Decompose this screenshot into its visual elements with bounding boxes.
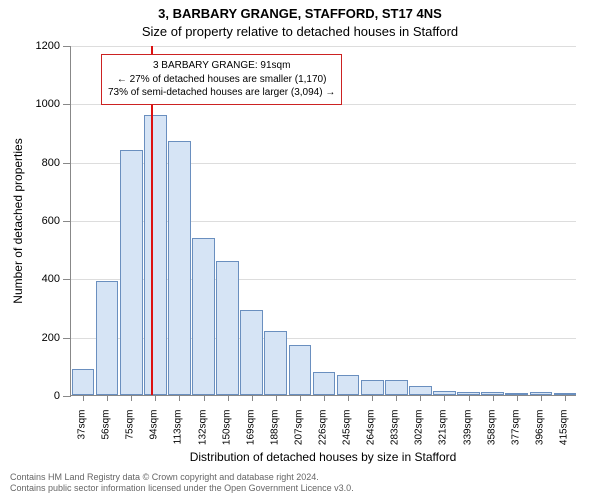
- y-tick: [63, 396, 71, 397]
- x-tick: [517, 395, 518, 401]
- footer-line-1: Contains HM Land Registry data © Crown c…: [10, 472, 590, 483]
- x-tick: [420, 395, 421, 401]
- y-tick: [63, 221, 71, 222]
- y-tick-label: 400: [10, 273, 60, 285]
- x-tick: [83, 395, 84, 401]
- histogram-bar: [337, 375, 360, 395]
- x-tick: [131, 395, 132, 401]
- y-tick: [63, 163, 71, 164]
- annotation-line: 73% of semi-detached houses are larger (…: [108, 86, 335, 100]
- x-tick: [469, 395, 470, 401]
- histogram-bar: [289, 345, 312, 395]
- footer-line-2: Contains public sector information licen…: [10, 483, 590, 494]
- histogram-bar: [240, 310, 263, 395]
- x-axis-label: Distribution of detached houses by size …: [70, 450, 576, 464]
- histogram-bar: [361, 380, 384, 395]
- x-tick: [107, 395, 108, 401]
- y-tick-label: 0: [10, 390, 60, 402]
- x-tick: [204, 395, 205, 401]
- x-tick: [493, 395, 494, 401]
- histogram-bar: [216, 261, 239, 395]
- histogram-bar: [264, 331, 287, 395]
- x-tick: [228, 395, 229, 401]
- chart-plot-area: 3 BARBARY GRANGE: 91sqm← 27% of detached…: [70, 46, 576, 396]
- y-tick: [63, 338, 71, 339]
- x-tick: [348, 395, 349, 401]
- histogram-bar: [96, 281, 119, 395]
- y-tick: [63, 279, 71, 280]
- x-tick: [252, 395, 253, 401]
- histogram-bar: [313, 372, 336, 395]
- histogram-bar: [192, 238, 215, 396]
- histogram-bar: [120, 150, 143, 395]
- y-tick: [63, 46, 71, 47]
- x-tick: [565, 395, 566, 401]
- histogram-bar: [168, 141, 191, 395]
- x-tick: [300, 395, 301, 401]
- histogram-bar: [72, 369, 95, 395]
- x-tick: [324, 395, 325, 401]
- histogram-bar: [409, 386, 432, 395]
- y-tick-label: 600: [10, 215, 60, 227]
- annotation-line: ← 27% of detached houses are smaller (1,…: [108, 73, 335, 87]
- x-tick: [179, 395, 180, 401]
- x-tick: [396, 395, 397, 401]
- page-title-line2: Size of property relative to detached ho…: [0, 24, 600, 39]
- x-tick: [372, 395, 373, 401]
- x-tick: [541, 395, 542, 401]
- histogram-bar: [385, 380, 408, 395]
- footer-attribution: Contains HM Land Registry data © Crown c…: [10, 472, 590, 494]
- y-tick-label: 1200: [10, 40, 60, 52]
- y-tick-label: 200: [10, 332, 60, 344]
- annotation-line: 3 BARBARY GRANGE: 91sqm: [108, 59, 335, 73]
- gridline-h: [71, 46, 576, 47]
- y-tick-label: 1000: [10, 98, 60, 110]
- histogram-bar: [144, 115, 167, 395]
- page-title-line1: 3, BARBARY GRANGE, STAFFORD, ST17 4NS: [0, 6, 600, 21]
- x-tick: [444, 395, 445, 401]
- x-tick: [155, 395, 156, 401]
- x-tick: [276, 395, 277, 401]
- y-tick-label: 800: [10, 157, 60, 169]
- y-tick: [63, 104, 71, 105]
- annotation-box: 3 BARBARY GRANGE: 91sqm← 27% of detached…: [101, 54, 342, 105]
